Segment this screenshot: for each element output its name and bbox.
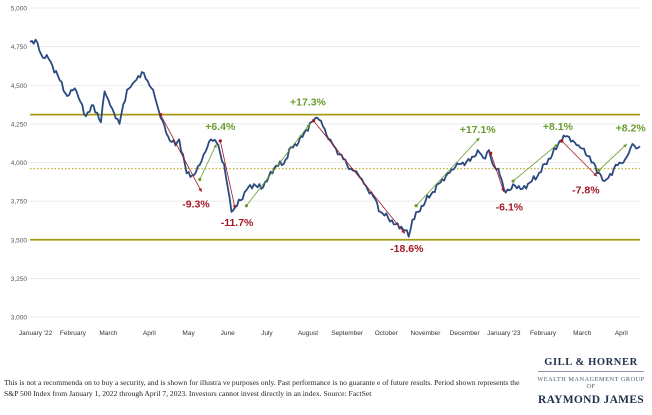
move-arrows bbox=[158, 113, 628, 234]
arrow-tail-dot bbox=[311, 119, 316, 123]
x-tick-label: January '22 bbox=[19, 330, 53, 337]
sp500-line-chart: -9.3% +6.4% -11.7% +17.3% -18.6% +17.1% -6.1% +… bbox=[11, 6, 647, 338]
x-tick-label: December bbox=[450, 330, 481, 337]
price-line-layer bbox=[29, 38, 641, 238]
down-move-arrow bbox=[490, 153, 505, 192]
arrow-tail-dot bbox=[414, 204, 418, 208]
brand-divider bbox=[538, 371, 644, 372]
disclaimer: This is not a recommenda on to buy a sec… bbox=[4, 378, 524, 399]
arrow-head bbox=[232, 204, 237, 209]
down-move-label: -9.3% bbox=[182, 198, 210, 210]
x-tick-label: March bbox=[573, 330, 591, 337]
x-tick-label: November bbox=[410, 330, 441, 337]
down-move-arrow bbox=[219, 140, 236, 209]
disclaimer-line-1: This is not a recommenda on to buy a sec… bbox=[4, 378, 520, 387]
up-move-label: +17.1% bbox=[460, 124, 497, 136]
down-move-label: -7.8% bbox=[572, 184, 600, 196]
up-move-label: +8.2% bbox=[616, 123, 647, 135]
x-axis-ticks: January '22 February March April May June July… bbox=[19, 330, 629, 337]
x-tick-label: September bbox=[331, 330, 364, 337]
arrow-head bbox=[213, 143, 217, 148]
arrow-head bbox=[501, 187, 505, 192]
y-tick-label: 4,000 bbox=[11, 160, 28, 167]
y-tick-label: 4,500 bbox=[11, 83, 28, 90]
y-tick-label: 3,750 bbox=[11, 199, 28, 206]
up-move-label: +17.3% bbox=[290, 96, 327, 108]
x-tick-label: April bbox=[143, 330, 157, 337]
gridlines bbox=[30, 7, 640, 318]
arrow-head bbox=[306, 123, 310, 128]
up-move-label: +6.4% bbox=[205, 121, 236, 133]
arrow-tail-dot bbox=[218, 139, 222, 143]
x-tick-label: August bbox=[298, 330, 318, 337]
down-move-arrow bbox=[561, 140, 598, 177]
x-tick-label: October bbox=[375, 330, 399, 337]
down-move-label: -11.7% bbox=[221, 217, 254, 229]
x-tick-label: January '23 bbox=[487, 330, 521, 337]
brand-logo: GILL & HORNER WEALTH MANAGEMENT GROUP OF… bbox=[532, 357, 650, 406]
arrow-tail-dot bbox=[511, 179, 515, 183]
brand-name-bottom: RAYMOND JAMES bbox=[537, 394, 645, 406]
down-move-label: -18.6% bbox=[390, 243, 424, 255]
arrow-head bbox=[198, 187, 202, 192]
arrow-head bbox=[593, 172, 598, 177]
x-tick-label: February bbox=[60, 330, 87, 337]
down-move-arrow bbox=[160, 114, 202, 193]
x-tick-label: April bbox=[615, 330, 629, 337]
up-move-label: +8.1% bbox=[543, 121, 574, 133]
arrow-head bbox=[401, 229, 405, 234]
arrow-tail-dot bbox=[158, 113, 163, 117]
up-move-arrow bbox=[598, 143, 628, 171]
down-move-arrow bbox=[313, 120, 406, 234]
down-move-label: -6.1% bbox=[496, 201, 524, 213]
arrow-head bbox=[623, 143, 627, 148]
x-tick-label: July bbox=[261, 330, 273, 337]
y-tick-label: 3,500 bbox=[11, 237, 28, 244]
brand-name-top: GILL & HORNER bbox=[544, 357, 638, 368]
brand-subtitle: WEALTH MANAGEMENT GROUP OF bbox=[537, 376, 645, 390]
up-move-arrow bbox=[199, 143, 217, 180]
up-move-arrow bbox=[512, 143, 559, 182]
y-tick-label: 4,750 bbox=[11, 44, 28, 51]
y-tick-label: 5,000 bbox=[11, 6, 28, 13]
move-labels: -9.3% +6.4% -11.7% +17.3% -18.6% +17.1% -6.1% +… bbox=[182, 96, 646, 255]
x-tick-label: February bbox=[530, 330, 557, 337]
y-tick-label: 4,250 bbox=[11, 121, 28, 128]
sp500-price-line bbox=[29, 38, 641, 238]
arrow-tail-dot bbox=[244, 204, 248, 208]
x-tick-label: June bbox=[221, 330, 235, 337]
up-move-arrow bbox=[246, 123, 311, 207]
reference-lines bbox=[30, 113, 640, 241]
y-tick-label: 3,000 bbox=[11, 315, 28, 322]
x-tick-label: March bbox=[99, 330, 117, 337]
y-tick-label: 3,250 bbox=[11, 276, 28, 283]
up-move-arrow bbox=[415, 137, 480, 207]
arrow-tail-dot bbox=[597, 168, 601, 172]
y-axis-ticks: 3,000 3,250 3,500 3,750 4,000 4,250 4,500 4,750… bbox=[11, 6, 28, 322]
arrow-head bbox=[554, 143, 558, 148]
disclaimer-line-2: S&P 500 Index from January 1, 2022 throu… bbox=[4, 388, 372, 398]
x-tick-label: May bbox=[182, 330, 195, 337]
arrow-tail-dot bbox=[198, 177, 202, 182]
arrow-tail-dot bbox=[489, 151, 493, 155]
arrow-tail-dot bbox=[560, 139, 564, 143]
arrow-head bbox=[475, 137, 480, 142]
